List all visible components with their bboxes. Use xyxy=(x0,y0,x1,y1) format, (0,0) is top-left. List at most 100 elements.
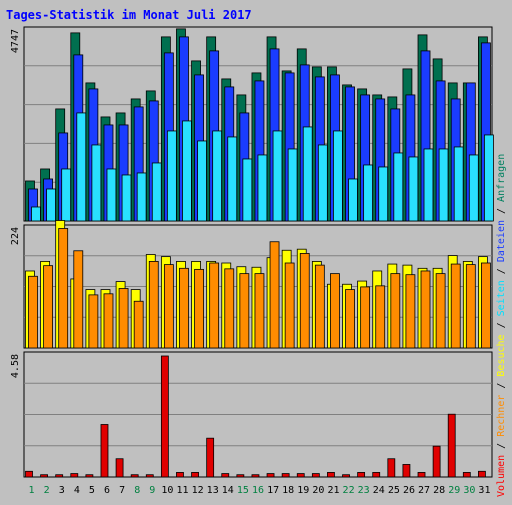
x-tick-label: 22 xyxy=(343,485,355,496)
bar-volumen-day-21 xyxy=(327,472,335,478)
bar-rechner-day-31 xyxy=(481,262,491,349)
bar-volumen-day-16 xyxy=(251,474,260,478)
bar-rechner-day-19 xyxy=(299,253,310,349)
bar-volumen-day-7 xyxy=(115,458,124,478)
bar-rechner-day-5 xyxy=(88,294,99,349)
bar-seiten-day-6 xyxy=(106,168,117,222)
x-tick-label: 30 xyxy=(463,485,475,496)
bar-seiten-day-21 xyxy=(333,130,343,222)
bar-volumen-day-15 xyxy=(236,474,245,478)
bar-volumen-day-18 xyxy=(281,473,290,478)
bar-volumen-day-5 xyxy=(85,474,94,478)
legend-entry: Anfragen xyxy=(496,154,507,202)
bar-seiten-day-25 xyxy=(393,152,404,222)
bar-rechner-day-16 xyxy=(254,273,265,349)
bar-rechner-day-9 xyxy=(148,261,159,349)
x-tick-label: 31 xyxy=(478,485,490,496)
x-tick-label: 19 xyxy=(297,485,309,496)
bar-rechner-day-3 xyxy=(58,228,69,349)
legend-entry: / xyxy=(496,377,507,395)
bar-seiten-day-12 xyxy=(197,140,207,222)
legend-entry: Dateien xyxy=(496,220,507,262)
x-tick-label: 25 xyxy=(388,485,400,496)
bar-rechner-day-10 xyxy=(163,264,174,349)
bar-rechner-day-6 xyxy=(103,293,114,349)
bar-rechner-day-24 xyxy=(375,285,386,349)
legend-entry: / xyxy=(496,316,507,334)
x-tick-label: 2 xyxy=(44,485,50,496)
bar-rechner-day-12 xyxy=(194,268,204,349)
x-tick-label: 6 xyxy=(104,485,110,496)
bar-volumen-day-10 xyxy=(160,355,169,478)
x-tick-label: 3 xyxy=(59,485,65,496)
panel-volume: 4.58 xyxy=(10,351,493,478)
bar-volumen-day-29 xyxy=(447,413,456,478)
bar-rechner-day-23 xyxy=(360,286,371,349)
x-tick-label: 23 xyxy=(358,485,370,496)
bar-rechner-day-13 xyxy=(209,262,220,349)
bar-volumen-day-27 xyxy=(417,472,426,478)
bar-seiten-day-8 xyxy=(136,172,147,222)
bar-seiten-day-23 xyxy=(363,164,374,222)
x-tick-label: 18 xyxy=(282,485,294,496)
x-tick-label: 5 xyxy=(89,485,95,496)
bar-volumen-day-1 xyxy=(25,470,33,478)
bar-seiten-day-18 xyxy=(287,148,298,222)
bar-seiten-day-4 xyxy=(76,112,87,222)
x-tick-label: 13 xyxy=(207,485,219,496)
x-tick-label: 4 xyxy=(74,485,80,496)
bar-seiten-day-29 xyxy=(453,146,464,222)
bar-volumen-day-19 xyxy=(296,473,305,478)
bar-volumen-day-17 xyxy=(266,473,275,478)
x-tick-label: 21 xyxy=(327,485,339,496)
bar-volumen-day-30 xyxy=(462,472,471,478)
bar-seiten-day-16 xyxy=(257,154,268,222)
bar-volumen-day-24 xyxy=(372,472,381,478)
bar-volumen-day-28 xyxy=(432,445,441,478)
bar-volumen-day-14 xyxy=(221,473,230,478)
legend-entry: / xyxy=(496,262,507,280)
x-tick-label: 17 xyxy=(267,485,279,496)
bar-rechner-day-4 xyxy=(73,250,84,349)
legend-entry: / xyxy=(496,437,507,455)
y-max-label: 4747 xyxy=(10,29,21,53)
bar-rechner-day-2 xyxy=(43,265,53,349)
legend-entry: Seiten xyxy=(496,280,507,316)
bar-volumen-day-12 xyxy=(191,472,199,478)
bar-seiten-day-11 xyxy=(182,120,192,222)
bar-volumen-day-26 xyxy=(402,464,411,478)
bar-rechner-day-22 xyxy=(345,289,355,349)
x-tick-label: 29 xyxy=(448,485,460,496)
bar-seiten-day-9 xyxy=(151,162,162,222)
bar-seiten-day-5 xyxy=(91,144,102,222)
bar-seiten-day-24 xyxy=(378,166,389,222)
bar-rechner-day-11 xyxy=(179,267,189,349)
x-tick-label: 15 xyxy=(237,485,249,496)
x-tick-label: 8 xyxy=(134,485,140,496)
bar-seiten-day-20 xyxy=(317,144,328,222)
bar-volumen-day-2 xyxy=(40,474,48,478)
x-tick-label: 20 xyxy=(312,485,324,496)
bar-seiten-day-17 xyxy=(272,130,283,222)
bar-seiten-day-7 xyxy=(121,174,132,222)
bar-rechner-day-8 xyxy=(133,300,144,349)
bar-rechner-day-30 xyxy=(465,264,476,349)
bar-seiten-day-1 xyxy=(31,206,41,222)
panel-requests-files-pages: 4747 xyxy=(10,26,494,222)
bar-rechner-day-15 xyxy=(239,273,250,349)
bar-rechner-day-28 xyxy=(435,273,446,349)
chart-title: Tages-Statistik im Monat Juli 2017 xyxy=(6,8,252,22)
bar-volumen-day-9 xyxy=(145,474,154,478)
x-axis-labels: 1 2 3 4 5 6 7 8 9 10 11 12 13 14 15 16 17 18 19 20 21 22 23 24 2… xyxy=(29,485,491,496)
bar-seiten-day-2 xyxy=(46,188,56,222)
bar-rechner-day-1 xyxy=(28,275,38,349)
x-tick-label: 12 xyxy=(192,485,204,496)
x-tick-label: 7 xyxy=(119,485,125,496)
legend-entry: Volumen xyxy=(496,455,507,497)
y-max-label: 4.58 xyxy=(10,354,21,378)
x-tick-label: 9 xyxy=(149,485,155,496)
bar-seiten-day-26 xyxy=(408,156,419,222)
bar-seiten-day-14 xyxy=(227,136,238,222)
bar-rechner-day-14 xyxy=(224,268,235,349)
